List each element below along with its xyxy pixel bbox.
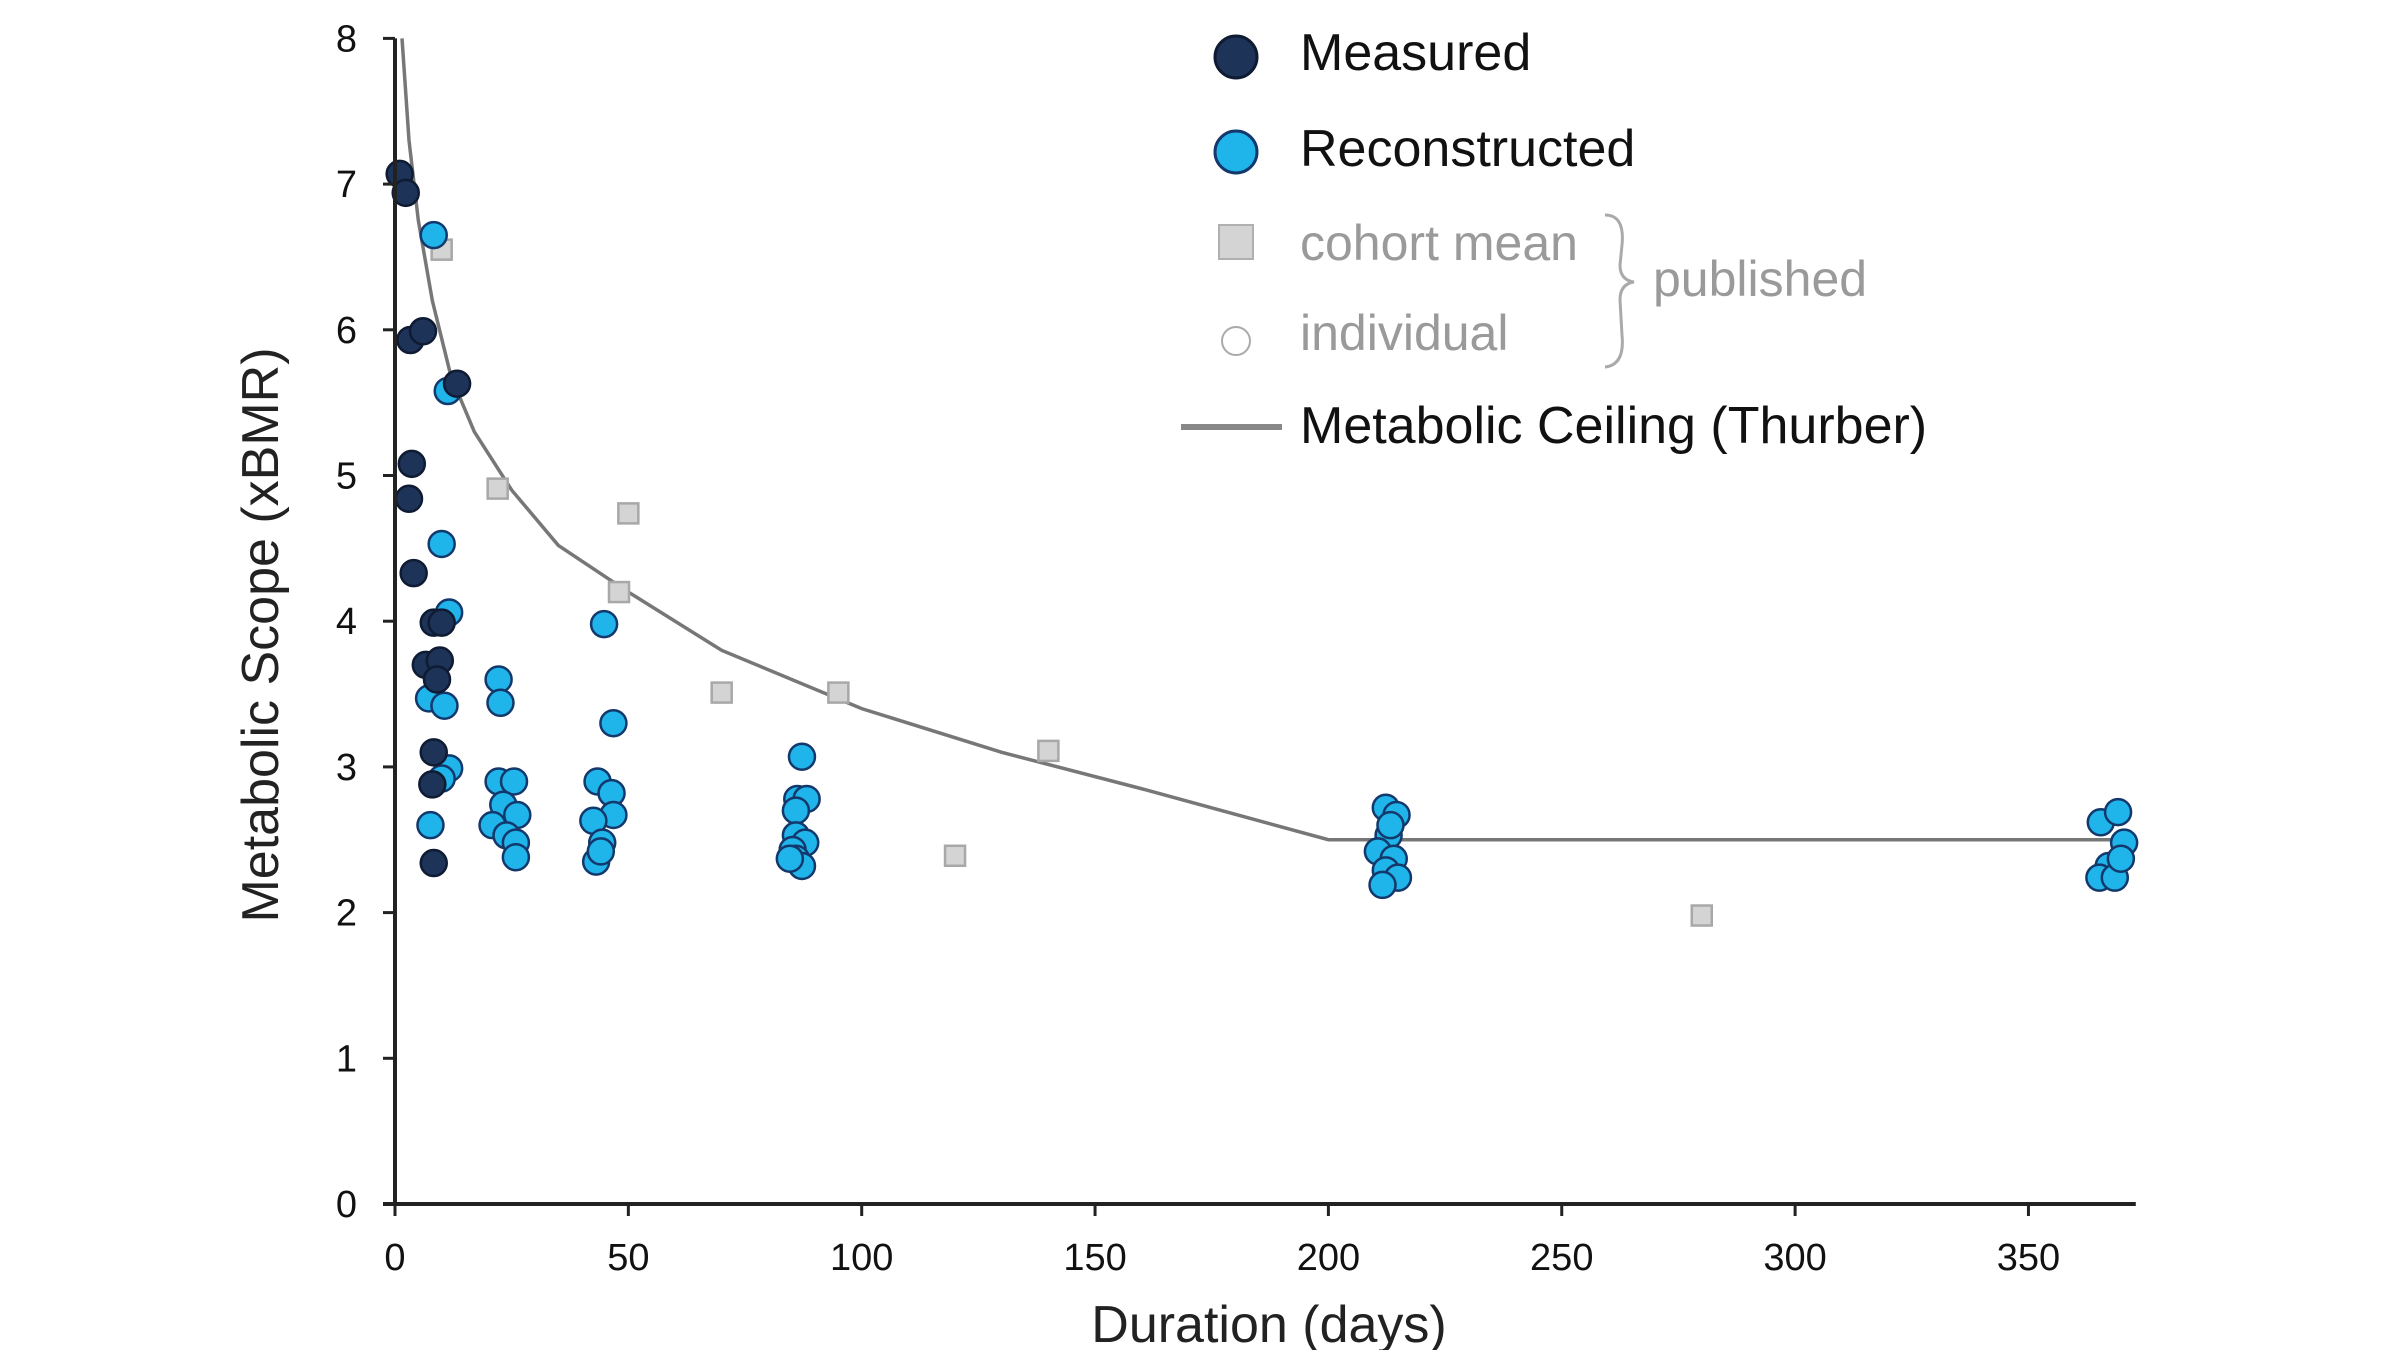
x-tick-label: 250 xyxy=(1530,1237,1593,1279)
measured-point xyxy=(419,848,448,878)
measured-point xyxy=(418,770,447,799)
reconstructed-point xyxy=(787,742,817,771)
x-tick-label: 50 xyxy=(607,1237,649,1279)
reconstructed-point xyxy=(1376,810,1405,840)
x-tick-label: 200 xyxy=(1297,1237,1360,1279)
cohort-mean-point xyxy=(827,681,850,704)
reconstructed-point xyxy=(589,609,619,639)
y-tick-label: 6 xyxy=(336,310,357,352)
legend-measured-marker xyxy=(1213,34,1259,80)
x-tick-label: 150 xyxy=(1063,1237,1126,1279)
reconstructed-point xyxy=(2106,844,2136,873)
measured-point xyxy=(419,738,448,767)
y-tick-label: 8 xyxy=(336,18,357,60)
legend-individual-marker xyxy=(1221,326,1251,356)
reconstructed-point xyxy=(430,691,459,720)
measured-point xyxy=(399,558,428,588)
measured-point xyxy=(427,608,456,637)
reconstructed-point xyxy=(419,220,448,250)
y-tick-label: 0 xyxy=(336,1184,357,1226)
legend-ceiling-label: Metabolic Ceiling (Thurber) xyxy=(1300,397,1927,455)
reconstructed-point xyxy=(416,810,445,840)
cohort-mean-point xyxy=(710,681,733,704)
cohort-mean-point xyxy=(1690,904,1714,927)
x-axis-label: Duration (days) xyxy=(1091,1296,1446,1350)
reconstructed-point xyxy=(501,842,531,872)
legend: Measured Reconstructed cohort mean indiv… xyxy=(1181,24,1927,455)
y-tick-label: 3 xyxy=(336,747,357,789)
cohort-mean-point xyxy=(1037,739,1060,763)
x-tick-label: 300 xyxy=(1763,1237,1826,1279)
legend-individual-label: individual xyxy=(1300,305,1508,361)
reconstructed-point xyxy=(781,796,811,825)
y-tick-label: 1 xyxy=(336,1038,357,1080)
ceiling-line xyxy=(400,38,2136,842)
legend-cohort-mean-label: cohort mean xyxy=(1300,215,1578,271)
reconstructed-point xyxy=(1368,870,1397,900)
cohort-mean-point xyxy=(607,580,631,604)
legend-published-label: published xyxy=(1653,251,1867,307)
legend-measured-label: Measured xyxy=(1300,24,1531,82)
cohort-mean-point xyxy=(617,502,640,525)
x-tick-label: 350 xyxy=(1997,1237,2060,1279)
plot-area xyxy=(385,38,2139,927)
measured-point xyxy=(391,178,420,208)
y-tick-label: 5 xyxy=(336,456,357,498)
reconstructed-point xyxy=(599,708,628,738)
reconstructed-point xyxy=(775,844,805,873)
x-tick-label: 0 xyxy=(384,1237,405,1279)
measured-point xyxy=(394,484,424,514)
reconstructed-point xyxy=(2103,797,2133,827)
y-tick-label: 4 xyxy=(336,601,357,643)
cohort-mean-point xyxy=(943,844,967,868)
y-axis-label: Metabolic Scope (xBMR) xyxy=(232,347,290,922)
legend-brace xyxy=(1604,213,1635,369)
measured-point xyxy=(422,665,452,694)
legend-cohort-mean-marker xyxy=(1218,224,1254,260)
measured-point xyxy=(397,449,427,479)
axes: 0 1 2 3 4 5 6 7 8 0 50 100 150 200 250 300 350 xyxy=(336,18,2136,1279)
measured-point xyxy=(408,317,438,346)
legend-reconstructed-label: Reconstructed xyxy=(1300,120,1635,178)
y-tick-label: 2 xyxy=(336,893,357,935)
reconstructed-point xyxy=(427,529,456,559)
legend-reconstructed-marker xyxy=(1213,129,1259,175)
measured-point xyxy=(442,369,472,398)
reconstructed-point xyxy=(486,688,515,718)
cohort-mean-point xyxy=(486,477,509,500)
reconstructed-point xyxy=(586,837,616,866)
y-tick-label: 7 xyxy=(336,164,357,206)
reconstructed-point xyxy=(484,665,513,694)
reconstructed-point xyxy=(499,767,529,796)
x-tick-label: 100 xyxy=(830,1237,893,1279)
